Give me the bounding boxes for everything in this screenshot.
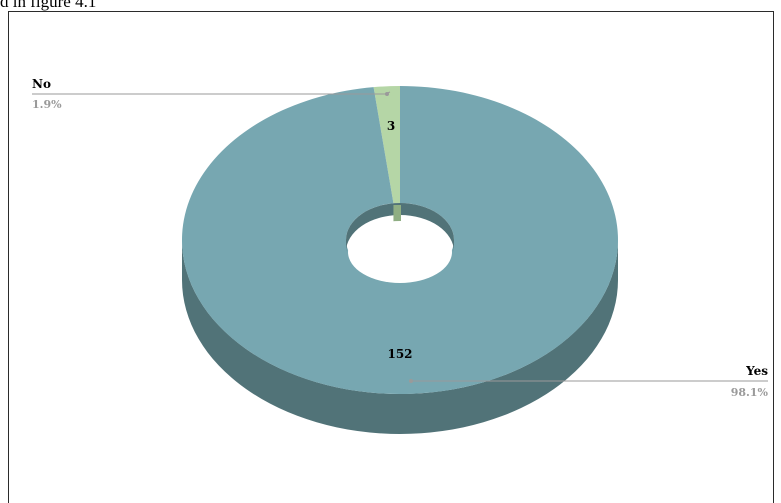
data-label-yes: 152 xyxy=(387,347,412,361)
leader-dot-yes xyxy=(409,379,413,383)
leader-dot-no xyxy=(385,92,389,96)
outer-side-wall xyxy=(182,240,618,434)
doughnut-hole xyxy=(348,221,452,283)
hole-inner-wall xyxy=(346,203,454,252)
category-label-yes: Yes xyxy=(745,364,768,378)
slice-yes xyxy=(181,86,618,395)
percent-label-no: 1.9% xyxy=(32,98,62,111)
slice-no xyxy=(373,86,400,204)
percent-label-yes: 98.1% xyxy=(731,386,769,399)
doughnut-chart: 3 152 No 1.9% Yes 98.1% xyxy=(32,77,769,434)
chart-frame xyxy=(8,11,774,503)
category-label-no: No xyxy=(32,77,51,91)
caption-text: d in figure 4.1 xyxy=(0,0,97,11)
data-label-no: 3 xyxy=(387,119,395,133)
